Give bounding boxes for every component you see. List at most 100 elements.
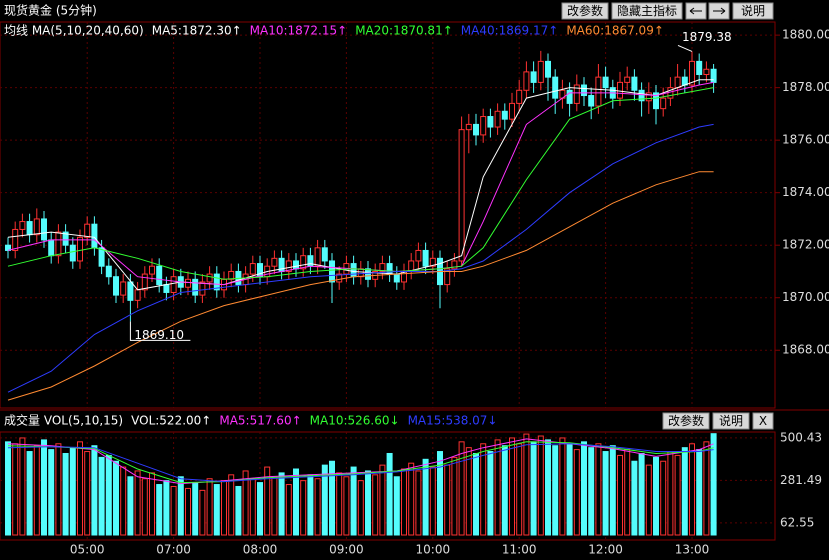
volume-bar — [401, 468, 407, 536]
candle-body — [422, 249, 429, 267]
volume-bar — [624, 449, 631, 536]
volume-bar — [602, 451, 609, 536]
volume-bar — [631, 460, 638, 536]
candle-body — [307, 255, 314, 267]
button-label[interactable]: 改参数 — [668, 413, 704, 428]
ma-line — [7, 441, 714, 484]
volume-bar — [545, 439, 551, 536]
volume-bar — [444, 464, 451, 536]
candle-body — [530, 71, 537, 83]
legend-entry: MA10:526.60↓ — [310, 414, 400, 428]
x-tick-label: 10:00 — [416, 543, 451, 557]
candle-body — [55, 231, 62, 257]
candle-body — [69, 244, 76, 262]
candle-body — [545, 60, 551, 78]
candle-body — [487, 116, 494, 128]
legend-entry: MA5:517.60↑ — [219, 414, 301, 428]
x-tick-label: 09:00 — [329, 543, 364, 557]
candle-body — [653, 92, 659, 110]
legend-entry: MA20:1870.81↑ — [355, 24, 453, 38]
arrow-right — [713, 7, 726, 15]
candle-body — [696, 60, 703, 76]
volume-bar — [163, 480, 170, 536]
volume-bar — [48, 449, 55, 536]
button[interactable] — [561, 2, 609, 20]
legend-entry: 成交量 VOL(5,10,15) — [4, 413, 123, 428]
y-tick-label: 1872.00 — [782, 238, 829, 252]
volume-bar — [710, 433, 717, 536]
volume-bar — [372, 474, 379, 536]
volume-bar — [41, 439, 47, 536]
x-tick-label: 05:00 — [70, 543, 105, 557]
button-label[interactable]: 隐藏主指标 — [617, 3, 677, 18]
volume-bar — [235, 485, 242, 536]
volume-bar — [278, 472, 285, 536]
volume-bar — [357, 480, 364, 536]
volume-bar — [573, 449, 580, 536]
button-label[interactable]: X — [759, 414, 767, 428]
volume-bar — [12, 443, 19, 536]
candle-body — [501, 110, 508, 120]
volume-bar — [185, 487, 191, 536]
legend-entry: VOL:522.00↑ — [131, 414, 211, 428]
x-tick-label: 13:00 — [675, 543, 710, 557]
candle-body — [156, 265, 163, 286]
button-label[interactable]: 改参数 — [567, 3, 603, 18]
x-tick-label: 08:00 — [243, 543, 278, 557]
volume-bar — [638, 452, 645, 536]
volume-bar — [552, 445, 559, 536]
volume-bar — [537, 435, 544, 536]
volume-bar — [365, 470, 371, 536]
candle-body — [213, 273, 220, 291]
volume-panel — [0, 431, 776, 541]
volume-bar — [192, 482, 199, 536]
button-label[interactable]: 说明 — [719, 413, 743, 428]
volume-bar — [62, 452, 69, 536]
volume-bar — [660, 460, 667, 536]
candle-body — [703, 68, 710, 76]
candle-body — [429, 257, 436, 267]
candle-body — [271, 257, 278, 267]
candle-body — [19, 221, 26, 230]
candle-body — [141, 273, 148, 291]
candle-body — [336, 273, 343, 283]
volume-bar — [703, 441, 710, 536]
candle-body — [199, 281, 206, 296]
candle-body — [329, 260, 335, 283]
volume-bar — [516, 443, 523, 536]
button[interactable] — [611, 2, 683, 20]
candle-body — [674, 76, 681, 89]
button[interactable] — [752, 412, 774, 430]
volume-bar — [487, 451, 494, 536]
candle-body — [62, 231, 69, 246]
button[interactable] — [732, 2, 774, 20]
volume-bar — [5, 441, 11, 536]
volume-bar — [228, 474, 235, 536]
volume-bar — [566, 443, 573, 536]
candle-body — [458, 129, 465, 262]
candle-body — [314, 247, 321, 267]
candle-body — [84, 223, 91, 238]
legend-entry: MA10:1872.15↑ — [250, 24, 348, 38]
candle-body — [321, 247, 328, 262]
button[interactable] — [662, 412, 710, 430]
button-label[interactable]: 说明 — [741, 3, 765, 18]
annotation-label: 1869.10 — [134, 328, 184, 342]
volume-bar — [336, 472, 343, 536]
annotation-line — [677, 44, 693, 52]
ma-line — [7, 123, 714, 393]
y-tick-label: 1870.00 — [782, 290, 829, 304]
candle-body — [631, 76, 638, 91]
x-tick-label: 11:00 — [502, 543, 537, 557]
volume-bar — [206, 478, 213, 536]
volume-bar — [559, 437, 566, 536]
candle-body — [516, 89, 523, 104]
candle-body — [170, 276, 177, 293]
button[interactable] — [712, 412, 750, 430]
volume-bar — [329, 460, 335, 536]
volume-bar — [530, 441, 537, 536]
candle-body — [581, 84, 587, 97]
volume-bar — [458, 441, 465, 536]
volume-bar — [422, 458, 429, 536]
price-panel — [0, 21, 776, 409]
